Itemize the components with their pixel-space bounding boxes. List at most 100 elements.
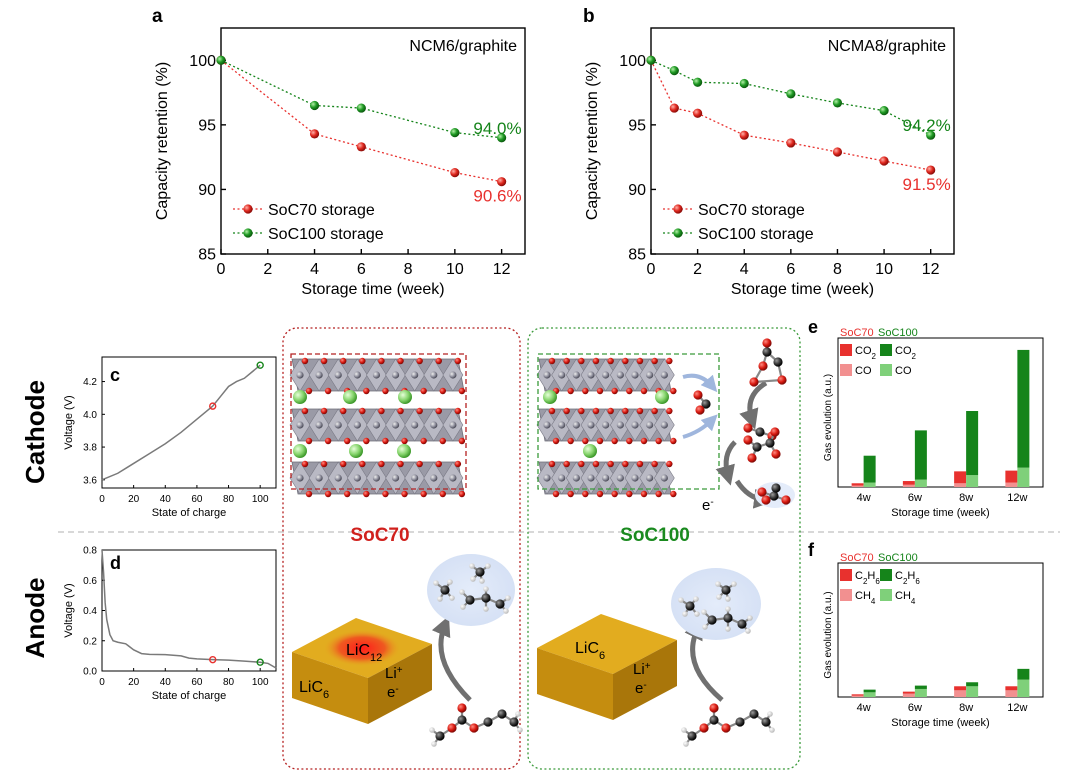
series-line-a-0 bbox=[220, 59, 502, 183]
panel-letter-a: a bbox=[152, 6, 163, 27]
oxygen-atom bbox=[420, 490, 427, 498]
oxygen-atom bbox=[324, 387, 332, 395]
metal-atom bbox=[543, 371, 551, 379]
y-tick-label-b: 90 bbox=[628, 182, 646, 199]
metal-atom bbox=[334, 421, 342, 429]
metal-atom bbox=[430, 371, 438, 379]
hydrogen-atom bbox=[745, 628, 751, 634]
metal-atom bbox=[391, 421, 400, 429]
chart-c: 0 20 40 60 80 100 3.6 3.8 4.0 4.2 State of charge V… bbox=[63, 356, 277, 519]
hydrogen-atom bbox=[447, 579, 453, 585]
carbon-atom bbox=[749, 709, 759, 719]
oxygen-atom bbox=[666, 357, 673, 365]
end-value-label-b-0: 91.5% bbox=[902, 175, 950, 194]
metal-atom bbox=[558, 474, 566, 482]
end-value-label-a-0: 90.6% bbox=[473, 187, 521, 206]
legend-label-f-1: C2H6 bbox=[895, 570, 920, 586]
data-point-a-1 bbox=[216, 55, 226, 65]
metal-atom bbox=[353, 371, 361, 379]
oxygen-atom bbox=[607, 460, 614, 468]
oxygen-atom bbox=[548, 460, 556, 468]
legend-title-f-1: SoC100 bbox=[878, 552, 918, 564]
oxygen-atom bbox=[344, 490, 351, 498]
data-point-b-1 bbox=[879, 106, 889, 116]
metal-atom bbox=[411, 371, 419, 379]
oxygen-atom bbox=[757, 487, 767, 497]
x-tick-label-f: 6w bbox=[908, 702, 922, 714]
x-tick-label-f: 12w bbox=[1007, 702, 1027, 714]
legend-label-sub: 2 bbox=[912, 352, 917, 361]
data-point-a-0 bbox=[356, 142, 366, 152]
oxygen-atom bbox=[578, 407, 585, 415]
hydrogen-atom bbox=[683, 741, 689, 747]
metal-atom bbox=[646, 474, 654, 482]
metal-atom bbox=[587, 421, 595, 429]
carbon-atom bbox=[497, 709, 507, 719]
bar-f-2 bbox=[966, 686, 979, 697]
x-tick-label-f: 4w bbox=[857, 702, 871, 714]
oxygen-atom bbox=[420, 387, 427, 395]
metal-atom bbox=[411, 474, 419, 482]
x-tick-label-d: 80 bbox=[223, 677, 235, 688]
oxygen-atom bbox=[582, 387, 589, 395]
x-tick-label-d: 0 bbox=[99, 677, 105, 688]
y-axis-label-f: Gas evolution (a.u.) bbox=[823, 591, 834, 678]
carbon-atom bbox=[687, 731, 697, 741]
y-axis-label-b: Capacity retention (%) bbox=[584, 62, 601, 220]
hydrogen-atom bbox=[505, 595, 511, 601]
x-tick-label-c: 100 bbox=[252, 494, 269, 505]
bar-e-1 bbox=[851, 483, 864, 486]
marker-c-soc70 bbox=[209, 402, 217, 410]
crystal-frame-soc70 bbox=[290, 353, 467, 490]
oxygen-atom bbox=[420, 437, 427, 445]
hydrogen-atom bbox=[769, 727, 775, 733]
metal-atom bbox=[372, 371, 381, 379]
oxygen-atom bbox=[363, 490, 370, 498]
x-tick-label-d: 100 bbox=[252, 677, 269, 688]
oxygen-atom bbox=[320, 357, 328, 365]
metal-atom bbox=[631, 421, 639, 429]
bar-f-3 bbox=[863, 689, 876, 693]
bar-f-0 bbox=[954, 690, 967, 697]
metal-atom bbox=[391, 371, 400, 379]
anode100-main-label: LiC6 bbox=[575, 640, 605, 662]
carbon-atom bbox=[765, 438, 775, 448]
oxygen-atom bbox=[552, 490, 560, 498]
chart-f: 4w 6w 8w 12w Storage time (week) Gas evolutio… bbox=[823, 552, 1044, 729]
x-tick-label-c: 60 bbox=[191, 494, 203, 505]
x-tick-label-f: 8w bbox=[959, 702, 973, 714]
chart-e: 4w 6w 8w 12w Storage time (week) Gas evolutio… bbox=[823, 327, 1044, 519]
legend-label-main: CO bbox=[895, 365, 912, 377]
oxygen-atom bbox=[382, 437, 389, 445]
chart-b: 0 2 4 6 8 10 12 85 90 95 100 Storage time (week) Cap… bbox=[584, 27, 955, 298]
y-tick-label-a: 95 bbox=[198, 117, 216, 134]
legend-label-sub2: 6 bbox=[915, 577, 920, 586]
oxygen-atom bbox=[747, 453, 757, 463]
x-tick-label-a: 12 bbox=[493, 261, 511, 278]
oxygen-atom bbox=[301, 407, 309, 415]
hydrogen-atom bbox=[459, 589, 465, 595]
carbon-atom bbox=[509, 717, 519, 727]
legend-label-e-0: CO2 bbox=[855, 345, 877, 361]
x-tick-label-e: 6w bbox=[908, 492, 922, 504]
oxygen-atom bbox=[611, 387, 618, 395]
bar-f-3 bbox=[914, 685, 927, 689]
x-tick-label-a: 4 bbox=[310, 261, 319, 278]
carbon-atom bbox=[709, 715, 719, 725]
oxygen-atom bbox=[743, 423, 753, 433]
section-title-soc100: SoC100 bbox=[620, 525, 690, 546]
metal-atom bbox=[449, 371, 457, 379]
hydrogen-atom bbox=[725, 606, 731, 612]
oxygen-atom bbox=[611, 437, 618, 445]
bar-f-0 bbox=[902, 693, 915, 697]
oxygen-atom bbox=[670, 437, 677, 445]
metal-atom bbox=[430, 474, 438, 482]
bar-e-3 bbox=[1017, 349, 1030, 468]
legend-label-sub: 4 bbox=[871, 597, 876, 606]
hydrogen-atom bbox=[517, 727, 523, 733]
legend-title-e-1: SoC100 bbox=[878, 327, 918, 339]
panel-letter-f: f bbox=[808, 540, 815, 560]
carbon-atom bbox=[752, 442, 762, 452]
oxygen-atom bbox=[592, 357, 600, 365]
